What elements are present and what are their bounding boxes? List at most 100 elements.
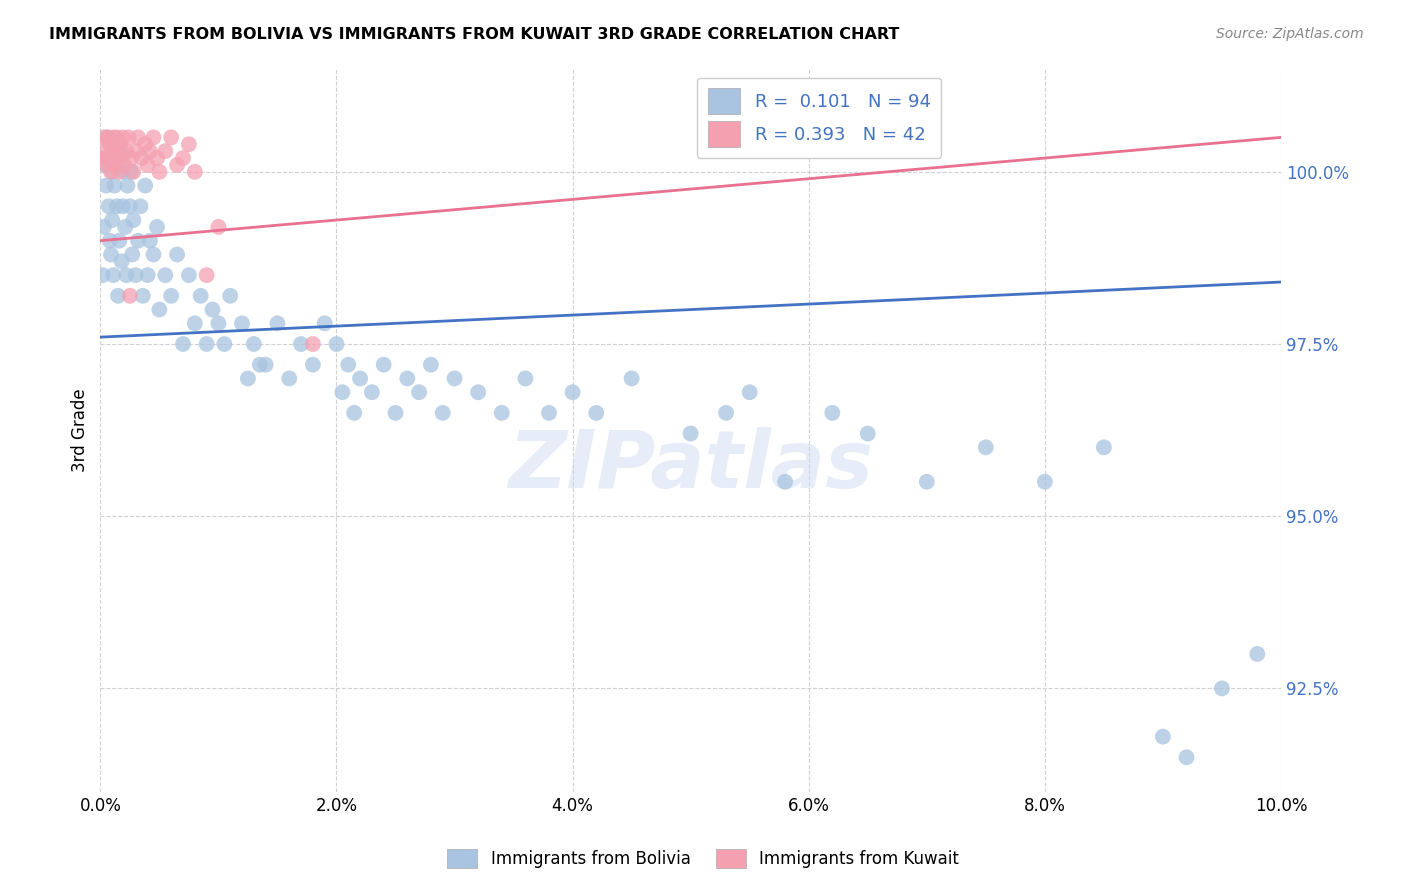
Point: [111, 199, 134, 213]
Point: [122, 165, 145, 179]
Point: [127, 130, 149, 145]
Point: [1152, 730, 1174, 744]
Point: [177, 137, 200, 152]
Point: [96, 178, 118, 193]
Point: [679, 426, 702, 441]
Point: [98, 137, 121, 152]
Point: [115, 144, 138, 158]
Point: [97, 199, 120, 213]
Point: [134, 178, 156, 193]
Point: [104, 158, 127, 172]
Point: [278, 371, 301, 385]
Point: [166, 158, 188, 172]
Point: [136, 268, 159, 282]
Point: [107, 151, 129, 165]
Point: [146, 151, 169, 165]
Point: [94, 144, 117, 158]
Point: [139, 144, 162, 158]
Point: [236, 371, 259, 385]
Point: [146, 219, 169, 234]
Point: [118, 130, 141, 145]
Point: [93, 219, 115, 234]
Point: [100, 165, 122, 179]
Point: [384, 406, 406, 420]
Point: [349, 371, 371, 385]
Point: [127, 234, 149, 248]
Point: [974, 440, 997, 454]
Point: [112, 165, 135, 179]
Point: [115, 268, 138, 282]
Point: [105, 199, 128, 213]
Text: ZIPatlas: ZIPatlas: [508, 427, 873, 505]
Point: [104, 144, 127, 158]
Legend: R =  0.101   N = 94, R = 0.393   N = 42: R = 0.101 N = 94, R = 0.393 N = 42: [697, 78, 942, 158]
Point: [93, 130, 115, 145]
Point: [1211, 681, 1233, 696]
Point: [302, 337, 325, 351]
Point: [325, 337, 347, 351]
Point: [96, 130, 118, 145]
Legend: Immigrants from Bolivia, Immigrants from Kuwait: Immigrants from Bolivia, Immigrants from…: [440, 842, 966, 875]
Point: [148, 165, 170, 179]
Point: [373, 358, 395, 372]
Point: [110, 137, 132, 152]
Point: [118, 199, 141, 213]
Point: [195, 337, 218, 351]
Point: [110, 151, 132, 165]
Point: [101, 144, 124, 158]
Text: IMMIGRANTS FROM BOLIVIA VS IMMIGRANTS FROM KUWAIT 3RD GRADE CORRELATION CHART: IMMIGRANTS FROM BOLIVIA VS IMMIGRANTS FR…: [49, 27, 900, 42]
Point: [207, 219, 229, 234]
Point: [219, 289, 242, 303]
Point: [142, 130, 165, 145]
Point: [314, 317, 336, 331]
Point: [821, 406, 844, 420]
Point: [1246, 647, 1268, 661]
Point: [148, 302, 170, 317]
Point: [103, 178, 125, 193]
Point: [515, 371, 537, 385]
Point: [166, 247, 188, 261]
Point: [467, 385, 489, 400]
Point: [343, 406, 366, 420]
Point: [177, 268, 200, 282]
Point: [773, 475, 796, 489]
Point: [302, 358, 325, 372]
Point: [249, 358, 271, 372]
Point: [537, 406, 560, 420]
Point: [139, 234, 162, 248]
Point: [585, 406, 607, 420]
Point: [160, 289, 183, 303]
Point: [120, 151, 142, 165]
Point: [120, 165, 142, 179]
Point: [94, 158, 117, 172]
Point: [97, 151, 120, 165]
Point: [100, 247, 122, 261]
Point: [155, 144, 177, 158]
Point: [561, 385, 583, 400]
Point: [396, 371, 419, 385]
Point: [136, 158, 159, 172]
Point: [231, 317, 253, 331]
Point: [290, 337, 312, 351]
Point: [160, 130, 183, 145]
Point: [142, 247, 165, 261]
Point: [184, 317, 207, 331]
Point: [620, 371, 643, 385]
Text: Source: ZipAtlas.com: Source: ZipAtlas.com: [1216, 27, 1364, 41]
Point: [118, 289, 141, 303]
Point: [738, 385, 761, 400]
Point: [108, 234, 131, 248]
Point: [155, 268, 177, 282]
Point: [111, 130, 134, 145]
Point: [195, 268, 218, 282]
Point: [201, 302, 224, 317]
Point: [132, 289, 155, 303]
Point: [432, 406, 454, 420]
Point: [103, 268, 125, 282]
Point: [96, 158, 118, 172]
Point: [243, 337, 266, 351]
Point: [1092, 440, 1115, 454]
Point: [117, 178, 139, 193]
Point: [190, 289, 212, 303]
Point: [408, 385, 430, 400]
